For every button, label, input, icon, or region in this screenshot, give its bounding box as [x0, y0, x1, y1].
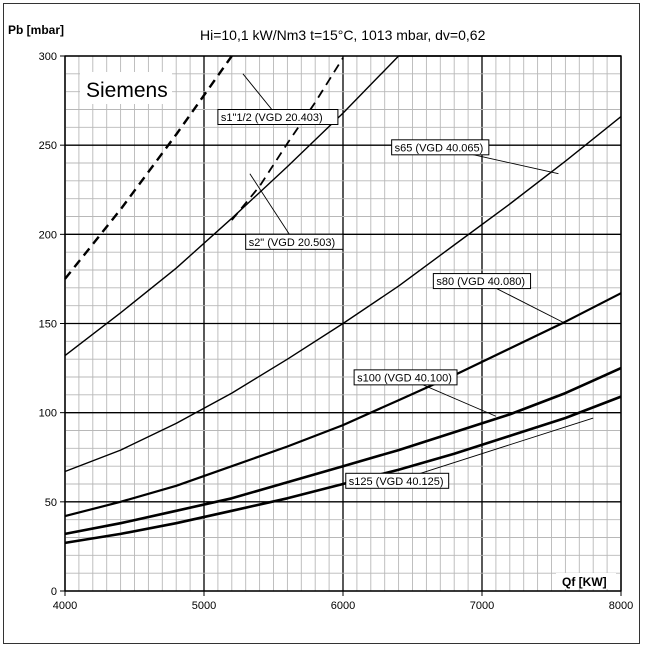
callouts: s1"1/2 (VGD 20.403) s2" (VGD 20.503) s65 (… [217, 73, 594, 489]
callout-label-1: s1"1/2 (VGD 20.403) [221, 112, 323, 124]
x-axis-label-box: Qf [KW] [556, 573, 616, 589]
x-axis-label: Qf [KW] [562, 575, 607, 589]
x-tick-label: 7000 [470, 600, 494, 612]
callout-label-3: s65 (VGD 40.065) [395, 142, 484, 154]
callout-leader-6 [397, 417, 594, 482]
series-line-6 [64, 366, 622, 536]
y-tick-label: 100 [39, 408, 57, 420]
callout-box-2 [245, 233, 344, 250]
series-line-7 [64, 395, 622, 545]
callout-label-4: s80 (VGD 40.080) [436, 276, 525, 288]
y-axis-label: Pb [mbar] [8, 23, 64, 37]
callout-box-4 [432, 273, 532, 290]
callout-label-6: s125 (VGD 40.125) [349, 476, 444, 488]
y-tick-label: 150 [39, 319, 57, 331]
series-line-1 [64, 55, 233, 280]
brand-annotation: Siemens [86, 79, 168, 102]
x-tick-label: 8000 [609, 600, 633, 612]
y-tick-label: 250 [39, 140, 57, 152]
callout-label-2: s2" (VGD 20.503) [249, 237, 335, 249]
y-tick-label: 300 [39, 51, 57, 63]
series-line-4 [64, 116, 622, 473]
chart-title: Hi=10,1 kW/Nm3 t=15°C, 1013 mbar, dv=0,6… [200, 27, 486, 43]
tick-labels: 4000 5000 6000 7000 8000 0 50 100 150 200 250 300 [39, 51, 634, 612]
callout-label-5: s100 (VGD 40.100) [357, 372, 452, 384]
callout-box-1 [217, 109, 339, 125]
x-tick-label: 5000 [192, 600, 216, 612]
y-tick-label: 0 [51, 586, 57, 598]
y-tick-label: 50 [45, 497, 57, 509]
callout-leader-2 [249, 173, 295, 243]
series-line-3 [64, 55, 621, 357]
callout-box-3 [391, 139, 490, 156]
callout-box-5 [353, 369, 458, 386]
x-tick-label: 4000 [53, 600, 77, 612]
series-lines [64, 55, 622, 545]
series-line-2 [231, 57, 344, 221]
brand-box: Siemens [80, 72, 172, 104]
x-tick-label: 6000 [331, 600, 355, 612]
callout-box-6 [345, 472, 450, 489]
series-line-5 [64, 292, 622, 518]
y-tick-label: 200 [39, 229, 57, 241]
